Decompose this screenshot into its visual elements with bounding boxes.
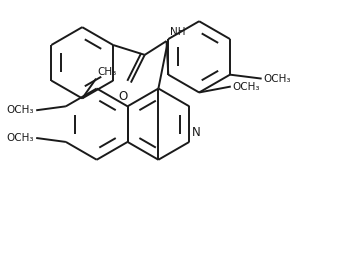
- Text: OCH₃: OCH₃: [7, 133, 34, 143]
- Text: OCH₃: OCH₃: [233, 82, 260, 92]
- Text: NH: NH: [171, 27, 186, 37]
- Text: OCH₃: OCH₃: [7, 105, 34, 115]
- Text: N: N: [192, 126, 201, 139]
- Text: O: O: [118, 91, 127, 103]
- Text: CH₃: CH₃: [97, 67, 116, 77]
- Text: OCH₃: OCH₃: [264, 74, 291, 84]
